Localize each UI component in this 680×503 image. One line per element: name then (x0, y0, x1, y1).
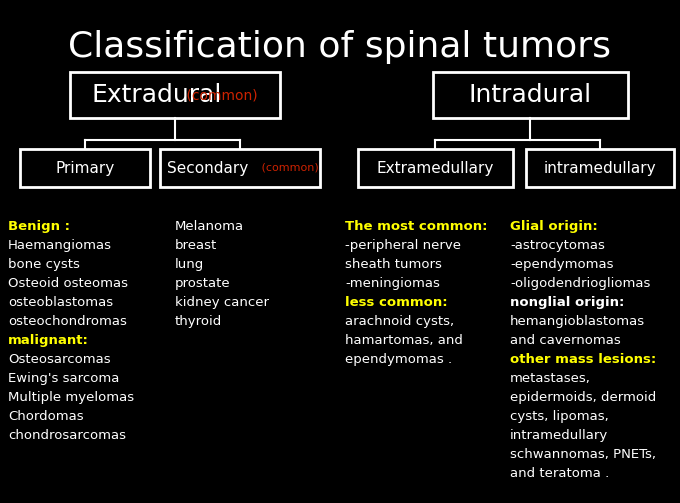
Text: Melanoma: Melanoma (175, 220, 244, 233)
Text: Haemangiomas: Haemangiomas (8, 239, 112, 252)
Bar (432, 72, 628, 118)
Text: intramedullary: intramedullary (510, 429, 608, 442)
Text: arachnoid cysts,: arachnoid cysts, (345, 315, 454, 328)
Text: Chordomas: Chordomas (8, 410, 84, 423)
Bar (358, 149, 513, 187)
Text: breast: breast (175, 239, 217, 252)
Text: Ewing's sarcoma: Ewing's sarcoma (8, 372, 120, 385)
Text: kidney cancer: kidney cancer (175, 296, 269, 309)
Text: Osteosarcomas: Osteosarcomas (8, 353, 111, 366)
Text: Intradural: Intradural (469, 83, 592, 107)
Bar (70, 72, 280, 118)
Text: -meningiomas: -meningiomas (345, 277, 440, 290)
Text: malignant:: malignant: (8, 334, 89, 347)
Text: and teratoma .: and teratoma . (510, 467, 609, 480)
Bar (160, 149, 320, 187)
Text: less common:: less common: (345, 296, 447, 309)
Text: schwannomas, PNETs,: schwannomas, PNETs, (510, 448, 656, 461)
Text: Glial origin:: Glial origin: (510, 220, 598, 233)
Text: (common): (common) (258, 163, 318, 173)
Text: prostate: prostate (175, 277, 231, 290)
Text: Multiple myelomas: Multiple myelomas (8, 391, 134, 404)
Text: sheath tumors: sheath tumors (345, 258, 442, 271)
Text: cysts, lipomas,: cysts, lipomas, (510, 410, 609, 423)
Text: osteochondromas: osteochondromas (8, 315, 127, 328)
Text: nonglial origin:: nonglial origin: (510, 296, 624, 309)
Text: Extradural: Extradural (92, 83, 222, 107)
Text: thyroid: thyroid (175, 315, 222, 328)
Text: -ependymomas: -ependymomas (510, 258, 613, 271)
Text: hemangioblastomas: hemangioblastomas (510, 315, 645, 328)
Text: lung: lung (175, 258, 204, 271)
Text: -astrocytomas: -astrocytomas (510, 239, 605, 252)
Text: hamartomas, and: hamartomas, and (345, 334, 463, 347)
Text: chondrosarcomas: chondrosarcomas (8, 429, 126, 442)
Text: Extramedullary: Extramedullary (376, 160, 494, 176)
Bar (20, 149, 150, 187)
Text: metastases,: metastases, (510, 372, 591, 385)
Text: -oligodendriogliomas: -oligodendriogliomas (510, 277, 650, 290)
Text: bone cysts: bone cysts (8, 258, 80, 271)
Text: (common): (common) (182, 88, 258, 102)
Text: Benign :: Benign : (8, 220, 70, 233)
Text: Primary: Primary (55, 160, 115, 176)
Text: Secondary: Secondary (167, 160, 249, 176)
Text: other mass lesions:: other mass lesions: (510, 353, 656, 366)
Text: epidermoids, dermoid: epidermoids, dermoid (510, 391, 656, 404)
Bar (526, 149, 674, 187)
Text: and cavernomas: and cavernomas (510, 334, 621, 347)
Text: Osteoid osteomas: Osteoid osteomas (8, 277, 128, 290)
Text: Classification of spinal tumors: Classification of spinal tumors (69, 30, 611, 64)
Text: The most common:: The most common: (345, 220, 488, 233)
Text: -peripheral nerve: -peripheral nerve (345, 239, 461, 252)
Text: ependymomas .: ependymomas . (345, 353, 452, 366)
Text: intramedullary: intramedullary (544, 160, 656, 176)
Text: osteoblastomas: osteoblastomas (8, 296, 113, 309)
